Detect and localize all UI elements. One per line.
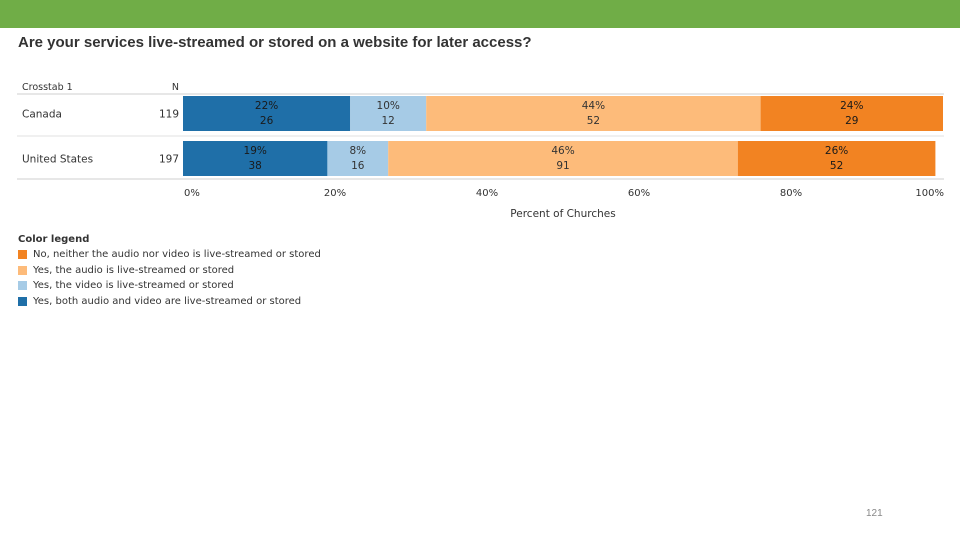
legend-label: Yes, the audio is live-streamed or store… [33,264,235,276]
legend-label: Yes, the video is live-streamed or store… [33,280,234,292]
legend-item-neither: No, neither the audio nor video is live-… [18,247,321,263]
color-legend: Color legend No, neither the audio nor v… [18,234,321,309]
bar-segment-both [183,141,328,176]
header-band [0,0,960,28]
x-tick-label: 80% [780,188,802,199]
legend-item-both: Yes, both audio and video are live-strea… [18,294,321,310]
legend-item-video: Yes, the video is live-streamed or store… [18,278,321,294]
page-number: 121 [866,508,883,519]
data-label-percent: 24% [840,100,863,112]
x-tick-label: 100% [915,188,944,199]
data-label-count: 26 [260,115,274,127]
legend-item-audio: Yes, the audio is live-streamed or store… [18,263,321,279]
data-label-count: 52 [587,115,600,127]
row-label: United States [22,154,93,166]
legend-title: Color legend [18,234,90,245]
legend-swatch [18,296,27,306]
stacked-bar-chart: Crosstab 1 N Canada 119 22% 26 10% 12 44% 52 24% 29… [17,82,944,220]
data-label-count: 16 [351,160,365,172]
slide-title: Are your services live-streamed or store… [18,34,532,51]
bar-segment-audio [388,141,738,176]
data-label-percent: 26% [825,145,848,157]
table-header-label: Crosstab 1 [22,82,73,93]
table-header-n: N [172,82,179,93]
legend-label: Yes, both audio and video are live-strea… [33,295,302,307]
data-label-percent: 19% [244,145,267,157]
x-axis-label: Percent of Churches [510,208,615,220]
row-n: 119 [159,109,179,121]
data-label-percent: 10% [377,100,400,112]
row-n: 197 [159,154,179,166]
x-tick-label: 20% [324,188,346,199]
bar-segment-both [183,96,351,131]
x-tick-label: 60% [628,188,650,199]
data-label-count: 29 [845,115,858,127]
x-tick-label: 0% [184,188,200,199]
data-label-percent: 8% [349,145,366,157]
bar-segment-neither [760,96,943,131]
bar-segment-video [327,141,389,176]
legend-swatch [18,281,27,291]
data-label-count: 91 [556,160,569,172]
legend-label: No, neither the audio nor video is live-… [33,249,321,261]
data-label-count: 38 [249,160,262,172]
bar-segment-audio [426,96,761,131]
data-label-percent: 22% [255,100,278,112]
bar-segment-video [350,96,427,131]
legend-swatch [18,265,27,275]
data-label-count: 12 [382,115,395,127]
data-label-count: 52 [830,160,843,172]
x-tick-label: 40% [476,188,498,199]
row-label: Canada [22,109,62,121]
data-label-percent: 46% [551,145,574,157]
bar-segment-neither [737,141,936,176]
data-label-percent: 44% [582,100,605,112]
legend-swatch [18,250,27,260]
